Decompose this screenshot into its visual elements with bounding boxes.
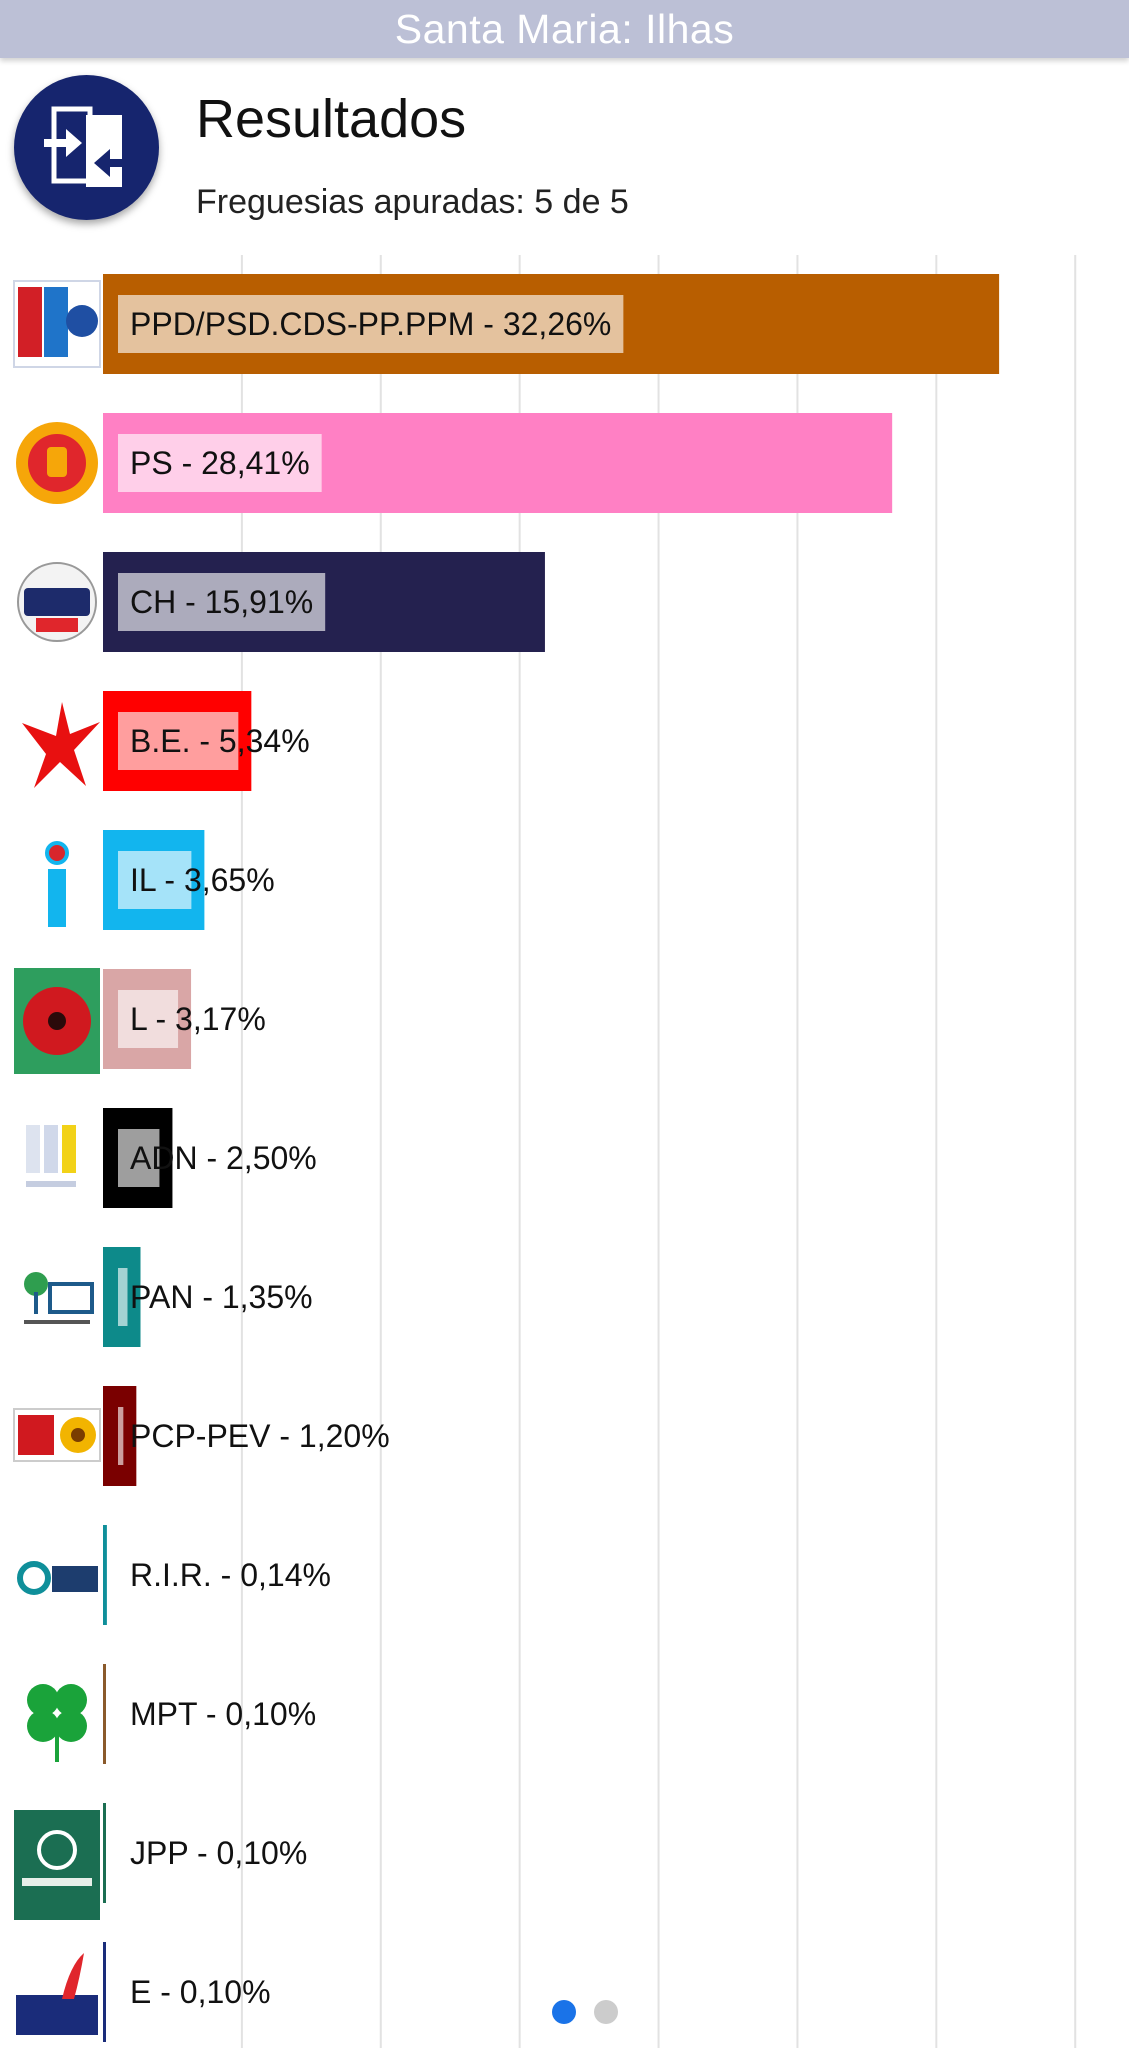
bar-row: MPT - 0,10%: [103, 1664, 316, 1764]
party-logos: [13, 280, 101, 2035]
bar[interactable]: [103, 1942, 106, 2042]
ergue-te-logo: [16, 1953, 98, 2035]
bar-row: JPP - 0,10%: [103, 1803, 307, 1903]
districts-counted: Freguesias apuradas: 5 de 5: [196, 183, 629, 221]
bar-label: IL - 3,65%: [130, 862, 275, 898]
label-highlight: [118, 434, 322, 492]
bar-label: PS - 28,41%: [130, 445, 310, 481]
results-bar-chart: PPD/PSD.CDS-PP.PPM - 32,26% PS - 28,41% CH…: [13, 255, 1077, 2048]
label-highlight: [118, 990, 179, 1048]
bar-row: PS - 28,41%: [103, 413, 893, 513]
bar-label: PPD/PSD.CDS-PP.PPM - 32,26%: [130, 306, 611, 342]
page-dot-2[interactable]: [594, 2000, 618, 2024]
bar-label: JPP - 0,10%: [130, 1835, 307, 1871]
jpp-logo: [14, 1810, 100, 1920]
label-highlight: [118, 573, 326, 631]
chega-logo: [17, 562, 97, 642]
bar-label: R.I.R. - 0,14%: [130, 1557, 331, 1593]
pcp-pev-logo: [13, 1408, 101, 1462]
page-indicator: [552, 2000, 618, 2024]
swap-arrows-icon[interactable]: [14, 75, 159, 220]
bar-row: CH - 15,91%: [103, 552, 545, 652]
label-highlight: [118, 712, 239, 770]
bar-label: MPT - 0,10%: [130, 1696, 316, 1732]
bar-row: PCP-PEV - 1,20%: [103, 1386, 390, 1486]
bar-label: CH - 15,91%: [130, 584, 313, 620]
bar-row: IL - 3,65%: [103, 830, 275, 930]
label-highlight: [118, 295, 624, 353]
location-title: Santa Maria: Ilhas: [394, 5, 735, 52]
pan-logo: [24, 1272, 94, 1324]
bar-row: R.I.R. - 0,14%: [103, 1525, 331, 1625]
top-bar: Santa Maria: Ilhas: [0, 0, 1129, 58]
bar-row: PPD/PSD.CDS-PP.PPM - 32,26%: [103, 274, 1000, 374]
page-title: Resultados: [196, 89, 467, 149]
page-dot-1[interactable]: [552, 2000, 576, 2024]
bar-label: E - 0,10%: [130, 1974, 271, 2010]
il-logo: [45, 841, 69, 927]
label-highlight: [118, 851, 192, 909]
bar-row: B.E. - 5,34%: [103, 691, 310, 791]
ppd-psd-cds-ppm-logo: [13, 280, 101, 368]
bar-label: PCP-PEV - 1,20%: [130, 1418, 390, 1454]
swap-arrows-glyph: [44, 106, 132, 187]
bar[interactable]: [103, 1525, 107, 1625]
ps-fist-logo: [16, 422, 98, 504]
rir-logo: [17, 1561, 98, 1595]
bar-row: L - 3,17%: [103, 969, 266, 1069]
bar-row: E - 0,10%: [103, 1942, 271, 2042]
bars: PPD/PSD.CDS-PP.PPM - 32,26% PS - 28,41% CH…: [103, 274, 1000, 2042]
livre-poppy-logo: [14, 968, 100, 1074]
bar-label: ADN - 2,50%: [130, 1140, 317, 1176]
bar-row: ADN - 2,50%: [103, 1108, 317, 1208]
bar-label: B.E. - 5,34%: [130, 723, 310, 759]
bar[interactable]: [103, 1664, 106, 1764]
adn-logo: [26, 1125, 76, 1187]
bar[interactable]: [103, 1803, 106, 1903]
label-highlight: [118, 1407, 124, 1465]
bar-row: PAN - 1,35%: [103, 1247, 313, 1347]
be-star-logo: [22, 702, 100, 788]
gridlines: [240, 255, 1077, 2048]
bar-label: L - 3,17%: [130, 1001, 266, 1037]
mpt-clover-logo: [27, 1684, 87, 1762]
bar-label: PAN - 1,35%: [130, 1279, 313, 1315]
label-highlight: [118, 1268, 128, 1326]
label-highlight: [118, 1129, 160, 1187]
